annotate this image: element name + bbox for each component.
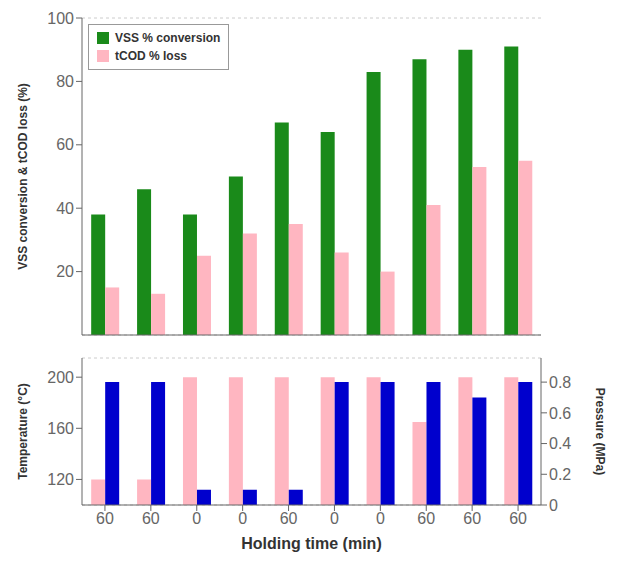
svg-text:Pressure (MPa): Pressure (MPa) [593, 388, 607, 475]
svg-text:80: 80 [56, 73, 74, 90]
svg-text:0.6: 0.6 [549, 405, 571, 422]
svg-text:60: 60 [417, 510, 435, 527]
svg-text:60: 60 [509, 510, 527, 527]
svg-text:160: 160 [47, 420, 74, 437]
svg-text:0: 0 [192, 510, 201, 527]
html-text:VSS % conversion: VSS % conversion [115, 31, 221, 45]
svg-text:0: 0 [238, 510, 247, 527]
svg-text:Temperature (°C): Temperature (°C) [16, 383, 30, 480]
svg-text:100: 100 [47, 10, 74, 27]
svg-text:Holding time (min): Holding time (min) [241, 535, 381, 552]
html-text:tCOD % loss: tCOD % loss [115, 49, 187, 63]
svg-text:60: 60 [463, 510, 481, 527]
svg-text:0.2: 0.2 [549, 466, 571, 483]
svg-text:60: 60 [142, 510, 160, 527]
svg-text:0: 0 [376, 510, 385, 527]
svg-text:60: 60 [96, 510, 114, 527]
svg-text:0.4: 0.4 [549, 435, 571, 452]
svg-text:0: 0 [549, 497, 558, 514]
svg-text:60: 60 [280, 510, 298, 527]
svg-text:200: 200 [47, 369, 74, 386]
svg-text:120: 120 [47, 471, 74, 488]
svg-text:0.8: 0.8 [549, 374, 571, 391]
svg-text:20: 20 [56, 263, 74, 280]
svg-text:VSS conversion & tCOD loss (%): VSS conversion & tCOD loss (%) [16, 83, 30, 270]
svg-text:60: 60 [56, 136, 74, 153]
svg-text:40: 40 [56, 200, 74, 217]
svg-text:0: 0 [330, 510, 339, 527]
